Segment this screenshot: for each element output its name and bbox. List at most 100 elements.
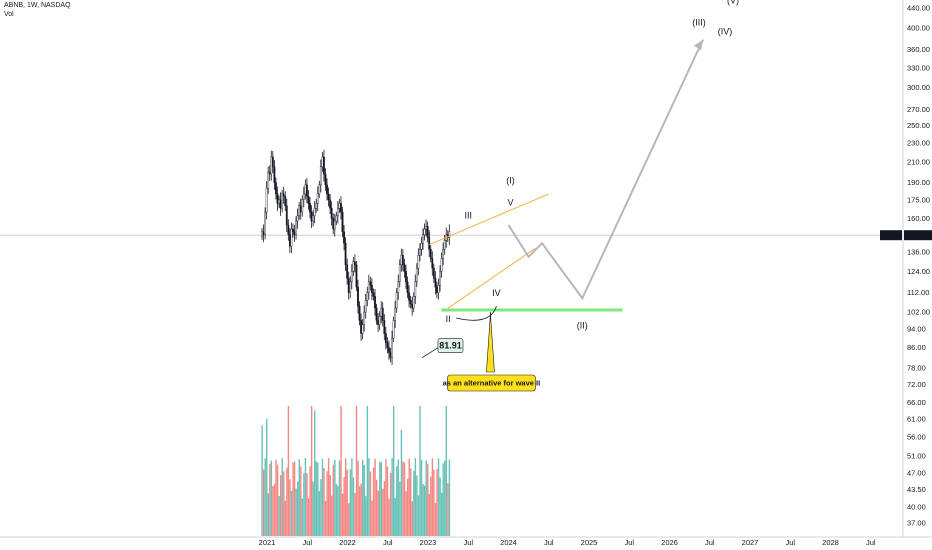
volume-bar <box>266 418 268 536</box>
volume-bar <box>338 460 341 536</box>
volume-bar <box>425 460 427 536</box>
y-tick-label: 112.00 <box>907 288 929 297</box>
candle-body <box>285 205 288 226</box>
volume-bar <box>324 501 327 536</box>
candle-body <box>302 193 305 200</box>
candle-body <box>309 203 311 213</box>
candle-body <box>336 208 339 217</box>
callout-tail <box>486 314 495 373</box>
candle-body <box>439 271 441 286</box>
volume-bar <box>286 467 288 536</box>
candle-body <box>419 248 421 256</box>
candle-body <box>262 231 265 235</box>
candle-body <box>282 193 285 197</box>
candle-body <box>414 281 417 297</box>
volume-bar <box>323 468 325 536</box>
volume-bar <box>399 481 401 536</box>
candle-body <box>386 342 389 348</box>
volume-bar <box>400 429 403 536</box>
volume-bar <box>368 458 370 536</box>
candle-body <box>395 292 398 309</box>
y-tick-label: 94.00 <box>907 325 926 334</box>
x-tick-label: Jul <box>866 538 876 547</box>
x-tick-label: Jul <box>302 538 312 547</box>
candle-body <box>324 173 327 186</box>
volume-bar <box>419 406 421 536</box>
y-tick-label: 190.00 <box>907 178 930 187</box>
volume-bar <box>334 459 336 536</box>
candle-body <box>406 281 409 293</box>
volume-bar <box>423 485 426 536</box>
candle-body <box>378 315 381 325</box>
x-tick-label: 2022 <box>339 538 356 547</box>
candle-body <box>434 278 437 288</box>
candle-body <box>422 234 424 244</box>
wave-label: I <box>428 231 431 241</box>
y-tick-label: 136.00 <box>907 248 930 257</box>
last-price-tag <box>904 230 932 241</box>
x-tick-label: 2024 <box>500 538 517 547</box>
candle-body <box>279 199 282 209</box>
candle-body <box>340 203 342 213</box>
candle-body <box>333 220 336 230</box>
volume-bar <box>352 477 355 536</box>
candle-body <box>326 184 328 195</box>
volume-bar <box>281 458 283 536</box>
volume-bar <box>382 488 384 536</box>
volume-bar <box>326 471 328 536</box>
volume-bar <box>287 406 290 536</box>
volume-bar <box>273 483 276 536</box>
volume-bar <box>430 476 432 536</box>
candle-body <box>423 228 426 235</box>
low-label: 81.91 <box>439 341 462 351</box>
y-tick-label: 61.00 <box>907 415 926 424</box>
volume-bar <box>433 469 435 536</box>
wave-label: (I) <box>506 175 515 185</box>
wave-label: (II) <box>577 320 588 330</box>
candle-body <box>349 281 352 293</box>
volume-bar <box>362 459 364 536</box>
volume-bar <box>317 462 319 536</box>
volume-bar <box>262 469 265 536</box>
volume-bar <box>386 466 389 536</box>
volume-bar <box>369 471 372 536</box>
x-tick-label: Jul <box>463 538 473 547</box>
volume-bar <box>321 458 324 536</box>
volume-bar <box>340 406 342 536</box>
candle-body <box>350 271 353 282</box>
low-tag <box>437 338 464 353</box>
volume-bar <box>410 468 412 536</box>
volume-bar <box>318 491 321 536</box>
volume-bar <box>293 461 296 536</box>
candle-body <box>265 188 268 213</box>
volume-bar <box>290 490 293 536</box>
candle-body <box>338 203 341 209</box>
wave-projection <box>507 39 704 301</box>
candle-body <box>310 211 313 222</box>
candle-body <box>371 285 373 293</box>
x-tick-label: Jul <box>544 538 554 547</box>
candle-body <box>425 226 427 230</box>
candle-body <box>296 215 299 222</box>
volume-bar <box>413 471 415 536</box>
candle-body <box>411 303 414 309</box>
candle-body <box>292 228 294 233</box>
volume-bar <box>402 461 404 536</box>
candle-body <box>293 231 296 235</box>
volume-header: Vol <box>4 11 14 18</box>
candle-body <box>372 292 375 297</box>
candle-body <box>369 281 372 286</box>
volume-bar <box>348 503 350 536</box>
candle-body <box>357 286 359 307</box>
volume-bar <box>442 463 444 536</box>
volume-bar <box>375 479 378 536</box>
candle-body <box>315 203 318 209</box>
volume-bar <box>403 462 406 536</box>
volume-bar <box>335 483 338 536</box>
volume-bar <box>355 406 358 536</box>
volume-bar <box>420 459 423 536</box>
volume-bar <box>372 467 375 536</box>
x-tick-label: Jul <box>705 538 715 547</box>
volume-bar <box>279 475 282 536</box>
